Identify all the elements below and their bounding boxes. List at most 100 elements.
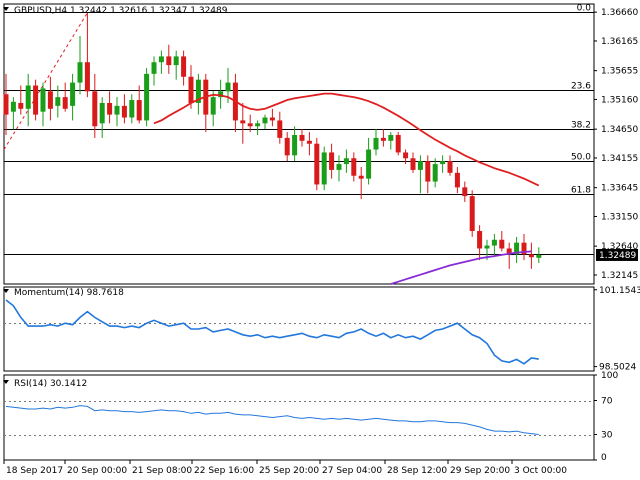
candle-body	[92, 91, 98, 127]
price-tick-label: 1.33645	[601, 184, 638, 194]
candle-body	[77, 62, 83, 83]
rsi-dropdown-icon[interactable]	[3, 380, 9, 384]
candle-body	[158, 56, 164, 63]
candle-body	[469, 196, 475, 232]
price-tick-label: 1.36165	[601, 37, 638, 47]
candle-body	[136, 100, 142, 121]
candle-body	[329, 152, 335, 170]
candle-body	[536, 254, 542, 258]
symbol-header: GBPUSD,H4 1.32442 1.32616 1.32347 1.3248…	[14, 6, 228, 16]
candle-body	[343, 158, 349, 165]
candle-body	[321, 152, 327, 185]
candle-body	[129, 100, 135, 118]
price-tick-label: 1.32145	[601, 271, 638, 281]
candle-body	[181, 56, 187, 77]
candle-body	[47, 91, 53, 109]
moving-averages	[153, 92, 540, 285]
ma-fast-line	[153, 92, 540, 187]
candle-body	[477, 231, 483, 249]
price-pane-border	[3, 3, 595, 285]
candle-body	[114, 105, 120, 115]
momentum-title: Momentum(14) 98.7618	[14, 288, 124, 298]
fib-level-label: 23.6	[571, 82, 591, 92]
candle-body	[425, 161, 431, 182]
time-tick-label: 29 Sep 20:00	[450, 466, 510, 476]
candlestick-series[interactable]	[3, 12, 542, 269]
momentum-tick-label: 98.5024	[599, 363, 636, 373]
candle-body	[33, 85, 39, 115]
candle-body	[55, 97, 61, 106]
price-tick-label: 1.34650	[601, 125, 638, 135]
rsi-line	[5, 405, 539, 435]
candle-body	[491, 239, 497, 246]
rsi-tick-label: 100	[601, 371, 618, 381]
fib-level-label: 38.2	[571, 121, 591, 131]
momentum-axis: 101.1543 98.5024	[594, 286, 640, 373]
fibonacci-levels: 0.0 23.6 38.2 50.0 61.8	[3, 4, 594, 255]
rsi-tick-label: 30	[601, 431, 613, 441]
current-price-label: 1.32489	[599, 251, 636, 261]
candle-body	[306, 140, 312, 144]
candle-body	[410, 158, 416, 170]
chart-frame	[3, 3, 595, 461]
price-pane[interactable]: 0.0 23.6 38.2 50.0 61.8 1.36660 1.36165 1.3565…	[3, 4, 638, 285]
momentum-pane[interactable]: Momentum(14) 98.7618 101.1543 98.5024	[3, 286, 640, 373]
candle-body	[366, 149, 372, 179]
candle-body	[195, 79, 201, 103]
candle-body	[432, 164, 438, 182]
candle-body	[314, 143, 320, 185]
candle-body	[255, 123, 261, 127]
candle-body	[388, 134, 394, 141]
candle-body	[40, 88, 46, 112]
price-tick-label: 1.35160	[601, 95, 638, 105]
candle-body	[358, 175, 364, 179]
candle-body	[269, 117, 275, 121]
time-tick-label: 20 Sep 00:00	[67, 466, 127, 476]
candle-body	[417, 161, 423, 170]
candle-body	[166, 56, 172, 66]
candle-body	[218, 91, 224, 98]
candle-body	[380, 137, 386, 141]
time-tick-label: 22 Sep 16:00	[194, 466, 254, 476]
candle-body	[395, 134, 401, 153]
price-tick-label: 1.33150	[601, 212, 638, 222]
candle-body	[144, 73, 150, 121]
time-tick-label: 18 Sep 2017	[6, 466, 63, 476]
candle-body	[403, 152, 409, 159]
fib-level-label: 50.0	[571, 153, 591, 163]
candle-body	[277, 120, 283, 138]
time-axis: 18 Sep 2017 20 Sep 00:00 21 Sep 08:00 22 Se…	[3, 460, 567, 476]
candle-body	[10, 101, 16, 112]
time-tick-label: 25 Sep 20:00	[259, 466, 319, 476]
candle-body	[284, 137, 290, 156]
candle-body	[462, 187, 468, 197]
current-price-tag	[596, 248, 638, 261]
dropdown-triangle-icon[interactable]	[3, 7, 9, 11]
candle-body	[62, 97, 68, 109]
rsi-tick-label: 0	[601, 453, 607, 463]
price-tick-label: 1.32640	[601, 242, 638, 252]
fib-level-label: 61.8	[571, 186, 591, 196]
price-tick-label: 1.35655	[601, 67, 638, 77]
time-tick-label: 3 Oct 00:00	[514, 466, 567, 476]
candle-body	[454, 172, 460, 188]
fib-trend-line	[3, 12, 88, 150]
momentum-dropdown-icon[interactable]	[3, 289, 9, 293]
candle-body	[70, 82, 76, 106]
momentum-series	[5, 299, 539, 365]
candle-body	[351, 158, 357, 176]
rsi-pane[interactable]: RSI(14) 30.1412 100 70 30 0	[3, 371, 618, 463]
price-tick-label: 1.36660	[601, 8, 638, 18]
momentum-line	[4, 299, 594, 365]
candle-body	[210, 97, 216, 115]
candle-body	[262, 117, 268, 124]
candle-body	[521, 242, 527, 255]
time-tick-label: 27 Sep 04:00	[322, 466, 382, 476]
candle-body	[299, 134, 305, 141]
candle-body	[25, 85, 31, 109]
candle-body	[292, 134, 298, 156]
rsi-title: RSI(14) 30.1412	[14, 379, 87, 389]
momentum-tick-label: 101.1543	[599, 286, 640, 296]
rsi-levels	[4, 401, 594, 436]
